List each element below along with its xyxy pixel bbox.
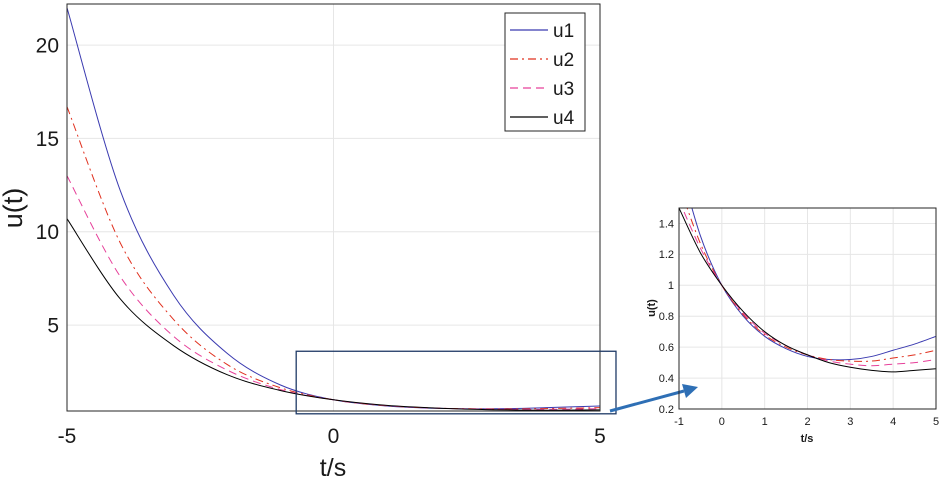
- legend-label-u4: u4: [553, 108, 575, 129]
- main-y-tick-labels: 5 10 15 20: [36, 34, 59, 337]
- inset-y-axis-label: u(t): [646, 299, 658, 317]
- series-line-u1: [67, 7, 600, 410]
- y-tick-label: 0.2: [659, 404, 674, 416]
- x-tick-label: 2: [804, 416, 810, 428]
- inset-series: [679, 208, 936, 373]
- zoom-arrow-head: [682, 384, 698, 398]
- y-tick-label: 15: [36, 128, 59, 151]
- y-tick-label: 20: [36, 34, 59, 57]
- x-tick-label: -1: [674, 416, 684, 428]
- y-tick-label: 5: [47, 314, 59, 337]
- x-tick-label: 1: [762, 416, 768, 428]
- zoom-region-box: [295, 350, 617, 415]
- legend-entries: u1 u2 u3 u4: [510, 21, 575, 129]
- x-tick-label: 0: [719, 416, 725, 428]
- zoom-arrow-line: [609, 389, 685, 413]
- y-tick-label: 0.8: [659, 311, 674, 323]
- main-series: [67, 7, 600, 411]
- main-plot-frame: [66, 3, 601, 412]
- x-tick-label: 3: [847, 416, 853, 428]
- y-tick-label: 1.2: [659, 249, 674, 261]
- legend-label-u2: u2: [553, 50, 574, 71]
- legend-label-u1: u1: [553, 21, 574, 42]
- x-tick-label: -5: [58, 425, 77, 448]
- legend-label-u3: u3: [553, 79, 574, 100]
- x-tick-label: 5: [594, 425, 606, 448]
- main-chart: -5 0 5 5 10 15 20 t/s u(t) u1 u2 u3 u4: [0, 3, 617, 482]
- series-line-s4: [679, 208, 936, 373]
- inset-chart: -1 0 1 2 3 4 5 0.2 0.4 0.6 0.8 1 1.2 1.4 t/s u(t): [646, 207, 939, 445]
- main-x-axis-label: t/s: [320, 454, 346, 482]
- inset-x-axis-label: t/s: [801, 433, 814, 445]
- x-tick-label: 4: [890, 416, 896, 428]
- y-tick-label: 0.6: [659, 342, 674, 354]
- y-tick-label: 10: [36, 221, 59, 244]
- inset-grid: [678, 208, 937, 410]
- y-tick-label: 1.4: [659, 218, 674, 230]
- series-line-u4: [67, 218, 600, 411]
- x-tick-label: 5: [933, 416, 939, 428]
- inset-y-tick-labels: 0.2 0.4 0.6 0.8 1 1.2 1.4: [659, 218, 674, 416]
- zoom-arrow: [609, 384, 698, 413]
- main-x-tick-labels: -5 0 5: [58, 425, 606, 448]
- y-tick-label: 1: [668, 280, 674, 292]
- main-y-axis-label: u(t): [0, 188, 28, 229]
- inset-x-tick-labels: -1 0 1 2 3 4 5: [674, 416, 939, 428]
- y-tick-label: 0.4: [659, 373, 674, 385]
- legend: u1 u2 u3 u4: [504, 12, 586, 132]
- inset-plot-frame: [678, 207, 937, 410]
- legend-box: [504, 12, 586, 132]
- x-tick-label: 0: [328, 425, 340, 448]
